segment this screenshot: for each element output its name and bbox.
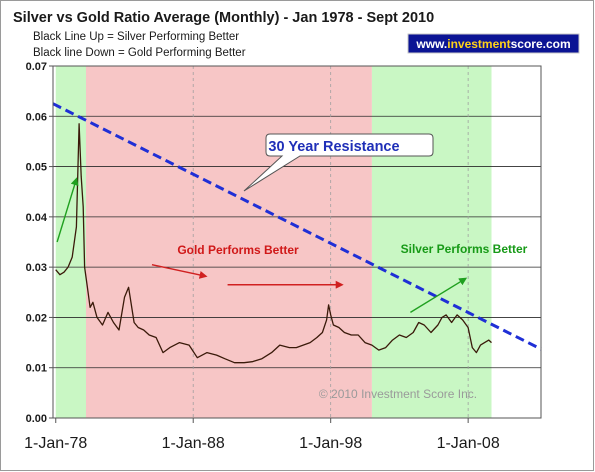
- website-prefix: www.: [415, 37, 447, 51]
- gold-performs-label: Gold Performs Better: [177, 243, 299, 257]
- x-tick-label: 1-Jan-88: [162, 435, 225, 452]
- annotation-arrow-3: [410, 277, 468, 313]
- plot-area: 1-Jan-78 1-Jan-88 1-Jan-98 1-Jan-08 0.000.0…: [24, 61, 542, 452]
- region-silver-0: [55, 66, 86, 418]
- y-tick-label: 0.06: [26, 111, 47, 123]
- subtitle-line-1: Black Line Up = Silver Performing Better: [33, 31, 239, 43]
- annotation-arrow-1: [151, 263, 208, 279]
- x-axis-ticks: 1-Jan-78 1-Jan-88 1-Jan-98 1-Jan-08: [24, 418, 500, 452]
- y-tick-label: 0.00: [26, 413, 47, 425]
- y-tick-label: 0.07: [26, 61, 47, 73]
- y-tick-label: 0.05: [26, 162, 47, 174]
- ratio-series-line: [55, 123, 492, 364]
- website-badge[interactable]: www.investmentscore.com: [407, 33, 580, 54]
- y-tick-label: 0.04: [26, 212, 48, 224]
- annotation-arrow-0: [56, 177, 79, 243]
- copyright-text: © 2010 Investment Score Inc.: [319, 387, 477, 401]
- callout-bubble: [243, 133, 434, 192]
- resistance-callout: 30 Year Resistance: [243, 133, 434, 192]
- website-text: www.investmentscore.com: [415, 37, 570, 51]
- resistance-line: [52, 102, 542, 351]
- gridlines: [53, 66, 541, 418]
- x-tick-label: 1-Jan-98: [299, 435, 362, 452]
- annotation-arrows: [56, 177, 468, 313]
- y-tick-label: 0.03: [26, 262, 47, 274]
- website-suffix: score.com: [511, 37, 571, 51]
- y-tick-label: 0.01: [26, 363, 47, 375]
- y-tick-label: 0.02: [26, 312, 47, 324]
- callout-text: 30 Year Resistance: [268, 139, 399, 155]
- plot-border: [52, 65, 542, 419]
- x-tick-label: 1-Jan-78: [24, 435, 87, 452]
- background-regions: [55, 66, 492, 418]
- subtitle-line-2: Black line Down = Gold Performing Better: [33, 47, 246, 59]
- x-tick-label: 1-Jan-08: [437, 435, 500, 452]
- region-gold-1: [85, 66, 372, 418]
- website-highlight: investment: [447, 37, 510, 51]
- silver-performs-label: Silver Performs Better: [401, 242, 528, 256]
- website-badge-box: [407, 33, 580, 54]
- y-axis-ticks: 0.00 0.01 0.02 0.03 0.04 0.05 0.06 0.07: [26, 61, 53, 425]
- region-silver-2: [371, 66, 492, 418]
- chart-title: Silver vs Gold Ratio Average (Monthly) -…: [13, 10, 434, 26]
